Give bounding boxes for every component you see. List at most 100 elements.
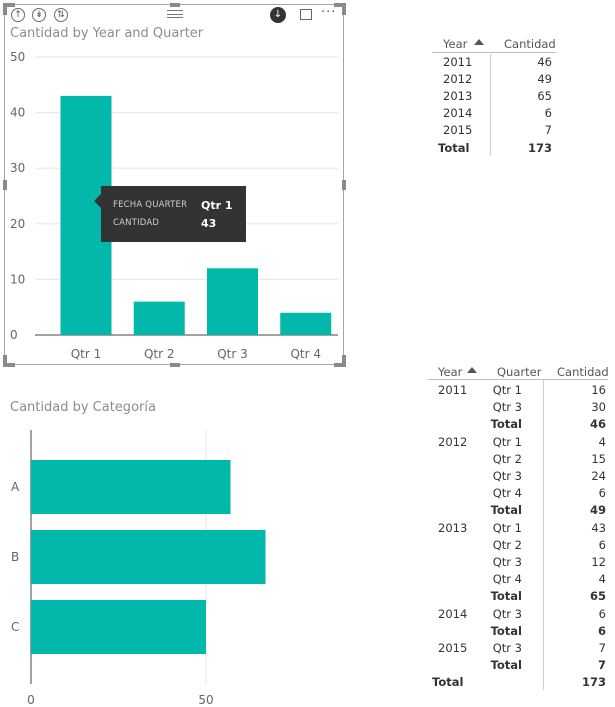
matrix-header-quarter[interactable]: Quarter — [497, 365, 542, 379]
matrix-row-quarter: Qtr 2 — [492, 537, 522, 552]
matrix-row-cantidad: 6 — [597, 623, 606, 638]
matrix-row-quarter: Qtr 1 — [492, 434, 522, 449]
table-row-cantidad: 7 — [544, 123, 552, 137]
matrix-row-cantidad: 24 — [591, 469, 606, 483]
y-tick-label: 50 — [10, 50, 25, 64]
column-bar[interactable] — [207, 268, 258, 335]
header-cantidad[interactable]: Cantidad — [504, 37, 556, 51]
matrix-header-year[interactable]: Year — [438, 365, 463, 379]
matrix-row-quarter: Total — [490, 417, 522, 432]
sort-ascending-icon[interactable] — [474, 39, 484, 45]
x-tick-label: Qtr 2 — [144, 347, 175, 361]
y-tick-label: 0 — [10, 328, 18, 342]
x-tick-label: 0 — [27, 693, 35, 707]
y-tick-label: 30 — [10, 161, 25, 175]
x-tick-label: Qtr 4 — [290, 347, 321, 361]
visual1-title: Cantidad by Year and Quarter — [10, 26, 204, 41]
resize-handle-left[interactable] — [3, 180, 7, 190]
matrix-grand-total-value: 173 — [581, 675, 606, 689]
matrix-header-cantidad[interactable]: Cantidad — [557, 365, 609, 379]
resize-handle-top-right-v[interactable] — [342, 3, 346, 15]
column-divider — [490, 54, 491, 156]
table-row-cantidad: 46 — [537, 55, 552, 69]
matrix-grand-total-label: Total — [432, 675, 464, 689]
matrix-sort-ascending-icon[interactable] — [467, 367, 477, 373]
x-tick-label: Qtr 3 — [217, 347, 248, 361]
table-row-year: 2015 — [443, 123, 473, 137]
matrix-row-cantidad: 6 — [598, 486, 606, 501]
matrix-row-cantidad: 7 — [598, 641, 606, 655]
drill-mode-icon[interactable]: ↓ — [270, 7, 286, 23]
y-tick-label: C — [11, 620, 19, 634]
resize-handle-bottom-right-v[interactable] — [342, 355, 346, 367]
matrix-row-quarter: Qtr 3 — [492, 606, 522, 621]
matrix-row-quarter: Total — [490, 503, 522, 518]
matrix-row-cantidad: 6 — [598, 537, 606, 552]
drag-grip-icon[interactable] — [167, 10, 183, 18]
matrix-row-quarter: Qtr 4 — [492, 572, 522, 587]
column-chart: 0 10 20 30 40 50 Qtr 1 Qtr 2 Qtr 3 Qtr 4 — [10, 50, 338, 361]
tooltip-value-cantidad: 43 — [201, 217, 217, 230]
matrix-row-quarter: Qtr 3 — [492, 400, 522, 415]
table-row-year: 2011 — [443, 55, 473, 69]
more-options-icon[interactable]: ··· — [321, 5, 337, 20]
tooltip-value-quarter: Qtr 1 — [201, 199, 233, 212]
resize-handle-top-left-v[interactable] — [3, 3, 7, 15]
matrix-row-cantidad: 4 — [598, 434, 606, 449]
chart-tooltip: FECHA QUARTER Qtr 1 CANTIDAD 43 — [94, 186, 246, 242]
resize-handle-bottom-left[interactable] — [3, 363, 15, 367]
tooltip-pointer — [94, 194, 101, 208]
column-bar[interactable] — [133, 301, 185, 335]
tooltip-label-quarter: FECHA QUARTER — [113, 200, 188, 210]
matrix-column-divider — [543, 380, 544, 690]
resize-handle-top[interactable] — [170, 3, 180, 7]
matrix-row-year: 2012 — [438, 434, 468, 449]
focus-mode-icon[interactable] — [300, 9, 312, 20]
matrix-row-cantidad: 15 — [591, 451, 606, 466]
resize-handle-top-right[interactable] — [334, 3, 346, 7]
header-year[interactable]: Year — [443, 37, 468, 51]
resize-handle-bottom[interactable] — [170, 363, 180, 367]
matrix-row-cantidad: 49 — [589, 503, 606, 518]
category-bar[interactable] — [31, 600, 206, 654]
category-bar[interactable] — [31, 530, 266, 584]
matrix-row-year: 2015 — [438, 641, 468, 655]
y-tick-label: B — [11, 550, 19, 564]
matrix-row-cantidad: 6 — [598, 606, 606, 621]
table-row-cantidad: 65 — [537, 89, 552, 103]
matrix-row-cantidad: 65 — [589, 589, 606, 604]
table-row-year: 2014 — [443, 106, 473, 120]
expand-hierarchy-icon[interactable]: ⇅ — [54, 8, 68, 22]
matrix-row-quarter: Total — [490, 623, 522, 638]
column-bar[interactable] — [280, 312, 332, 335]
matrix-row-quarter: Qtr 1 — [492, 383, 522, 397]
visual2-title: Cantidad by Categoría — [10, 400, 156, 415]
resize-handle-right[interactable] — [342, 180, 346, 190]
matrix-row-cantidad: 43 — [591, 520, 606, 535]
drill-down-icon[interactable]: ↡ — [32, 8, 46, 22]
resize-handle-bottom-right[interactable] — [334, 363, 346, 367]
x-tick-label: Qtr 1 — [71, 347, 102, 361]
table-row-cantidad: 6 — [544, 106, 552, 120]
resize-handle-bottom-left-v[interactable] — [3, 355, 7, 367]
header-divider — [432, 52, 556, 53]
grand-total-label: Total — [438, 141, 470, 155]
matrix-header-divider — [428, 379, 608, 380]
matrix-row-quarter: Qtr 2 — [492, 451, 522, 466]
year-quarter-matrix: Year Quarter Cantidad 2011 Qtr 1 16 Qtr 3 30… — [428, 362, 612, 707]
matrix-row-year: 2014 — [438, 606, 468, 621]
y-tick-label: 40 — [10, 106, 25, 120]
y-tick-label: 10 — [10, 272, 25, 286]
y-tick-label: 20 — [10, 217, 25, 231]
resize-handle-top-left[interactable] — [3, 3, 15, 7]
y-tick-label: A — [11, 480, 20, 494]
drill-up-icon[interactable]: ↑ — [11, 8, 25, 22]
matrix-row-cantidad: 30 — [591, 400, 606, 415]
category-bar[interactable] — [31, 460, 231, 514]
matrix-row-cantidad: 4 — [598, 572, 606, 587]
matrix-row-year: 2013 — [438, 520, 468, 535]
grand-total-value: 173 — [527, 141, 552, 155]
matrix-row-quarter: Qtr 3 — [492, 555, 522, 569]
matrix-row-quarter: Qtr 4 — [492, 486, 522, 501]
matrix-row-quarter: Qtr 1 — [492, 520, 522, 535]
